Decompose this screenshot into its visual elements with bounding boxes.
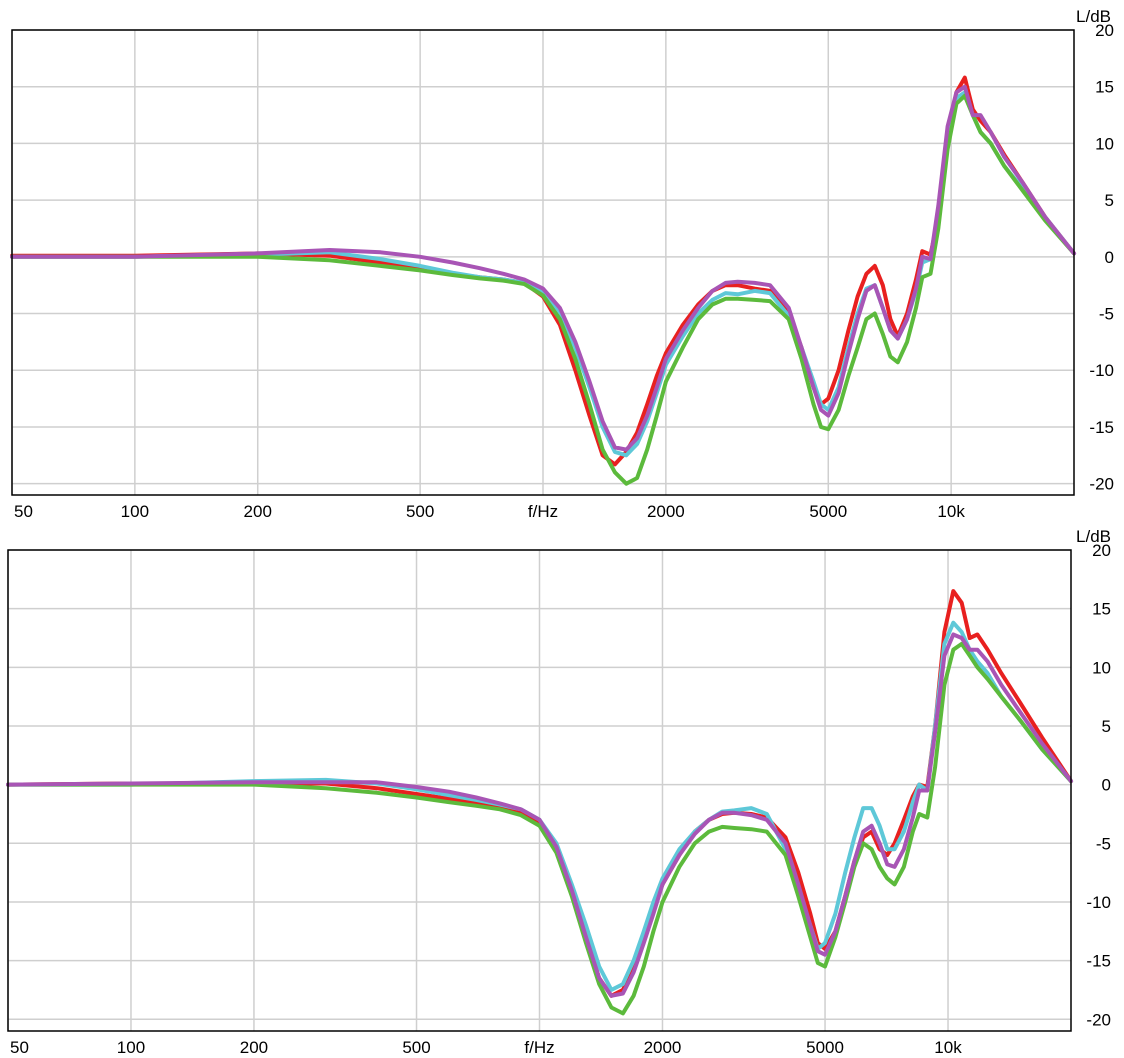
y-tick-label: 5 <box>1102 717 1111 736</box>
chart-panel-top: 50 100 200 500 f/Hz 2000 5000 10k 20 15 10 5 0 -5 -10-… <box>10 7 1114 521</box>
y-tick-label: -5 <box>1099 305 1114 324</box>
plot-frame <box>7 549 1072 1032</box>
y-tick-label: -15 <box>1089 418 1114 437</box>
y-tick-label: -10 <box>1089 361 1114 380</box>
series-line-4 <box>10 84 1076 452</box>
series-line-3 <box>10 93 1076 486</box>
x-tick-label: 50 <box>14 502 33 521</box>
x-tick-label: 10k <box>937 502 965 521</box>
y-axis-label: L/dB <box>1076 7 1111 26</box>
chart-panel-bottom: 50 100 200 500 f/Hz 2000 5000 10k 20 15 10 5 0 -5 -10-… <box>0 529 1124 1058</box>
series-group <box>10 75 1076 486</box>
x-tick-label: 100 <box>121 502 149 521</box>
y-tick-labels: 20 15 10 5 0 -5 -10 -15 -20 <box>1086 541 1111 1029</box>
x-tick-label: 5000 <box>806 1038 844 1057</box>
y-tick-label: -20 <box>1089 475 1114 494</box>
x-tick-label: 500 <box>402 1038 430 1057</box>
x-tick-labels: 50 100 200 500 f/Hz 2000 5000 10k <box>14 502 965 521</box>
y-tick-label: 10 <box>1095 134 1114 153</box>
y-tick-labels: 20 15 10 5 0 -5 -10 -15 -20 <box>1089 21 1114 494</box>
y-tick-label: 5 <box>1105 191 1114 210</box>
y-tick-label: 15 <box>1092 600 1111 619</box>
x-tick-label: f/Hz <box>528 502 558 521</box>
y-tick-label: -15 <box>1086 952 1111 971</box>
y-tick-label: 20 <box>1095 21 1114 40</box>
series-line-3 <box>6 641 1073 1016</box>
grid <box>11 29 1074 495</box>
plot-frame <box>11 29 1075 496</box>
x-tick-label: f/Hz <box>524 1038 554 1057</box>
y-axis-label: L/dB <box>1076 529 1111 546</box>
x-tick-label: 200 <box>240 1038 268 1057</box>
y-tick-label: 0 <box>1102 776 1111 795</box>
y-tick-label: 0 <box>1105 248 1114 267</box>
x-tick-label: 200 <box>244 502 272 521</box>
y-tick-label: -5 <box>1096 834 1111 853</box>
y-tick-label: 10 <box>1092 658 1111 677</box>
y-tick-label: 20 <box>1092 541 1111 560</box>
series-line-4 <box>6 632 1073 998</box>
y-tick-label: -20 <box>1086 1010 1111 1029</box>
x-tick-labels: 50 100 200 500 f/Hz 2000 5000 10k <box>10 1038 962 1057</box>
x-tick-label: 50 <box>10 1038 29 1057</box>
grid <box>7 549 1071 1031</box>
x-tick-label: 10k <box>934 1038 962 1057</box>
x-tick-label: 5000 <box>809 502 847 521</box>
y-tick-label: -10 <box>1086 893 1111 912</box>
frequency-response-chart-top: 50 100 200 500 f/Hz 2000 5000 10k20151050-5-10-… <box>10 7 1114 521</box>
series-group <box>6 589 1073 1016</box>
x-tick-label: 2000 <box>644 1038 682 1057</box>
y-tick-label: 15 <box>1095 78 1114 97</box>
x-tick-label: 100 <box>117 1038 145 1057</box>
frequency-response-chart-bottom: 50 100 200 500 f/Hz 2000 5000 10k20151050-5-10-… <box>6 529 1111 1057</box>
x-tick-label: 500 <box>406 502 434 521</box>
x-tick-label: 2000 <box>647 502 685 521</box>
